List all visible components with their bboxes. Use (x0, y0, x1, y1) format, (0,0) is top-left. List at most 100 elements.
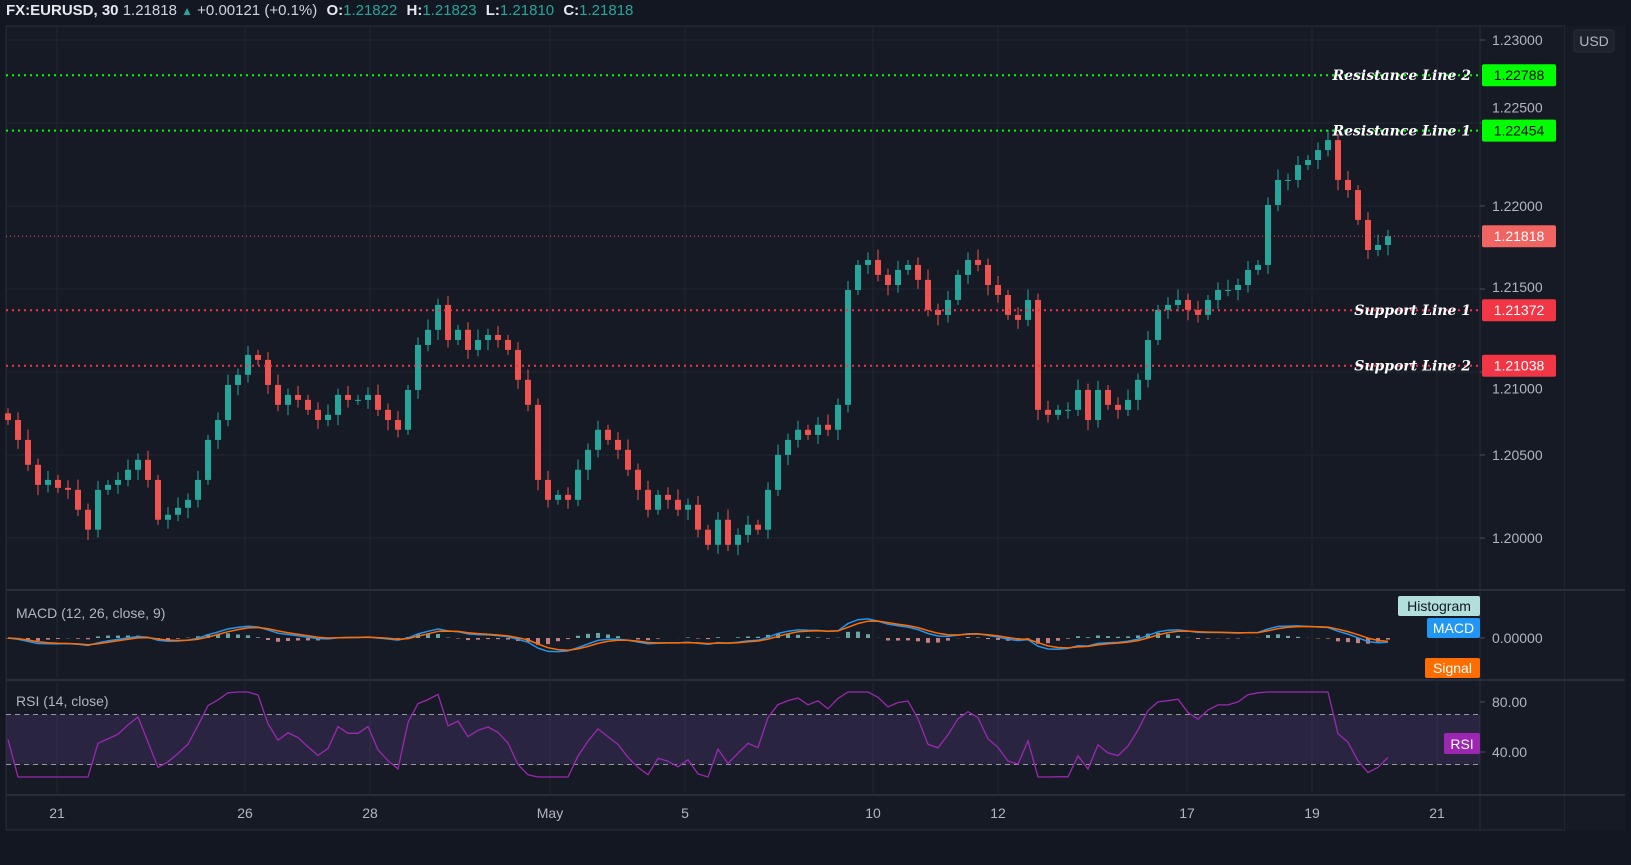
candle-body (525, 379, 531, 405)
candle (755, 519, 761, 535)
candle-body (835, 404, 841, 430)
macd-histogram-bar (1386, 638, 1390, 640)
candle-body (735, 534, 741, 545)
x-tick-label: 26 (237, 805, 253, 821)
candle-body (605, 429, 611, 440)
candle (135, 453, 141, 481)
y-tick-label: 1.23000 (1492, 32, 1543, 48)
candle (585, 443, 591, 481)
y-tick-label: 1.21500 (1492, 279, 1543, 295)
candle (115, 472, 121, 494)
candle-body (875, 259, 881, 275)
candle-body (685, 504, 691, 510)
candle-body (1385, 236, 1391, 246)
macd-histogram-bar (966, 636, 970, 638)
macd-histogram-bar (1326, 638, 1330, 639)
macd-histogram-bar (786, 633, 790, 638)
candle (1375, 234, 1381, 257)
candle (825, 414, 831, 437)
candle (1055, 404, 1061, 420)
candle-body (595, 429, 601, 450)
candle (1005, 289, 1011, 320)
x-tick-label: 5 (681, 805, 689, 821)
macd-histogram-bar (986, 638, 990, 640)
candle (1215, 282, 1221, 309)
candle (1175, 289, 1181, 312)
candle-body (25, 439, 31, 465)
candle (1155, 304, 1161, 345)
x-tick-label: 12 (990, 805, 1006, 821)
high-label: H: (406, 2, 423, 19)
candle-body (425, 329, 431, 345)
candle-body (1145, 339, 1151, 380)
symbol-name[interactable]: FX:EURUSD, 30 (6, 2, 119, 19)
macd-histogram-bar (1116, 636, 1120, 638)
candle-body (435, 304, 441, 330)
macd-histogram-bar (1126, 636, 1130, 638)
candle-body (705, 529, 711, 545)
candle-body (635, 469, 641, 490)
candle (815, 417, 821, 444)
candle-body (645, 489, 651, 510)
candle-body (1345, 179, 1351, 191)
candle (305, 394, 311, 415)
signal-line (7, 620, 1389, 652)
candle-body (1205, 299, 1211, 315)
x-tick-label: 17 (1179, 805, 1195, 821)
current-price-tag (1482, 225, 1556, 248)
candle (435, 298, 441, 341)
macd-histogram-bar (556, 638, 560, 642)
candle (105, 479, 111, 495)
macd-histogram-bar (176, 638, 180, 639)
candle-body (1305, 160, 1311, 165)
candle-body (215, 419, 221, 440)
macd-histogram-bar (46, 638, 50, 640)
up-triangle-icon: ▲ (181, 4, 193, 18)
candle-body (295, 394, 301, 400)
macd-histogram-bar (506, 638, 510, 640)
candle-body (775, 454, 781, 490)
candle-body (1355, 190, 1361, 220)
candle (525, 369, 531, 412)
candle (25, 429, 31, 472)
candle (775, 444, 781, 497)
candle (125, 459, 131, 487)
macd-histogram-bar (486, 638, 490, 640)
candle (895, 260, 901, 293)
macd-histogram-bar (936, 638, 940, 643)
macd-histogram-bar (1066, 638, 1070, 639)
price-change: +0.00121 (+0.1%) (197, 2, 318, 19)
level-price-value: 1.21372 (1494, 302, 1545, 318)
candle (1265, 197, 1271, 274)
candle (1305, 155, 1311, 170)
macd-histogram-bar (166, 638, 170, 640)
macd-histogram-bar (596, 632, 600, 638)
candle-body (905, 264, 911, 270)
candle-body (5, 413, 11, 420)
macd-histogram-bar (86, 638, 90, 640)
macd-histogram-bar (806, 636, 810, 638)
candle-body (445, 304, 451, 340)
candle (385, 403, 391, 431)
macd-histogram-bar (606, 634, 610, 638)
macd-histogram-bar (946, 638, 950, 641)
candle-body (1185, 299, 1191, 310)
candle (365, 387, 371, 409)
candle (685, 498, 691, 521)
candle (735, 528, 741, 556)
candle (345, 385, 351, 408)
candle (1105, 384, 1111, 410)
candle (455, 324, 461, 345)
candle (325, 404, 331, 427)
macd-histogram-bar (476, 638, 480, 640)
macd-histogram-bar (686, 637, 690, 638)
macd-histogram-bar (1106, 636, 1110, 638)
rsi-legend-label: RSI (1450, 736, 1473, 752)
currency-badge[interactable] (1573, 29, 1615, 53)
macd-histogram-bar (546, 638, 550, 645)
candle (925, 269, 931, 317)
candle (355, 394, 361, 405)
candle-body (265, 359, 271, 385)
macd-histogram-bar (216, 633, 220, 638)
